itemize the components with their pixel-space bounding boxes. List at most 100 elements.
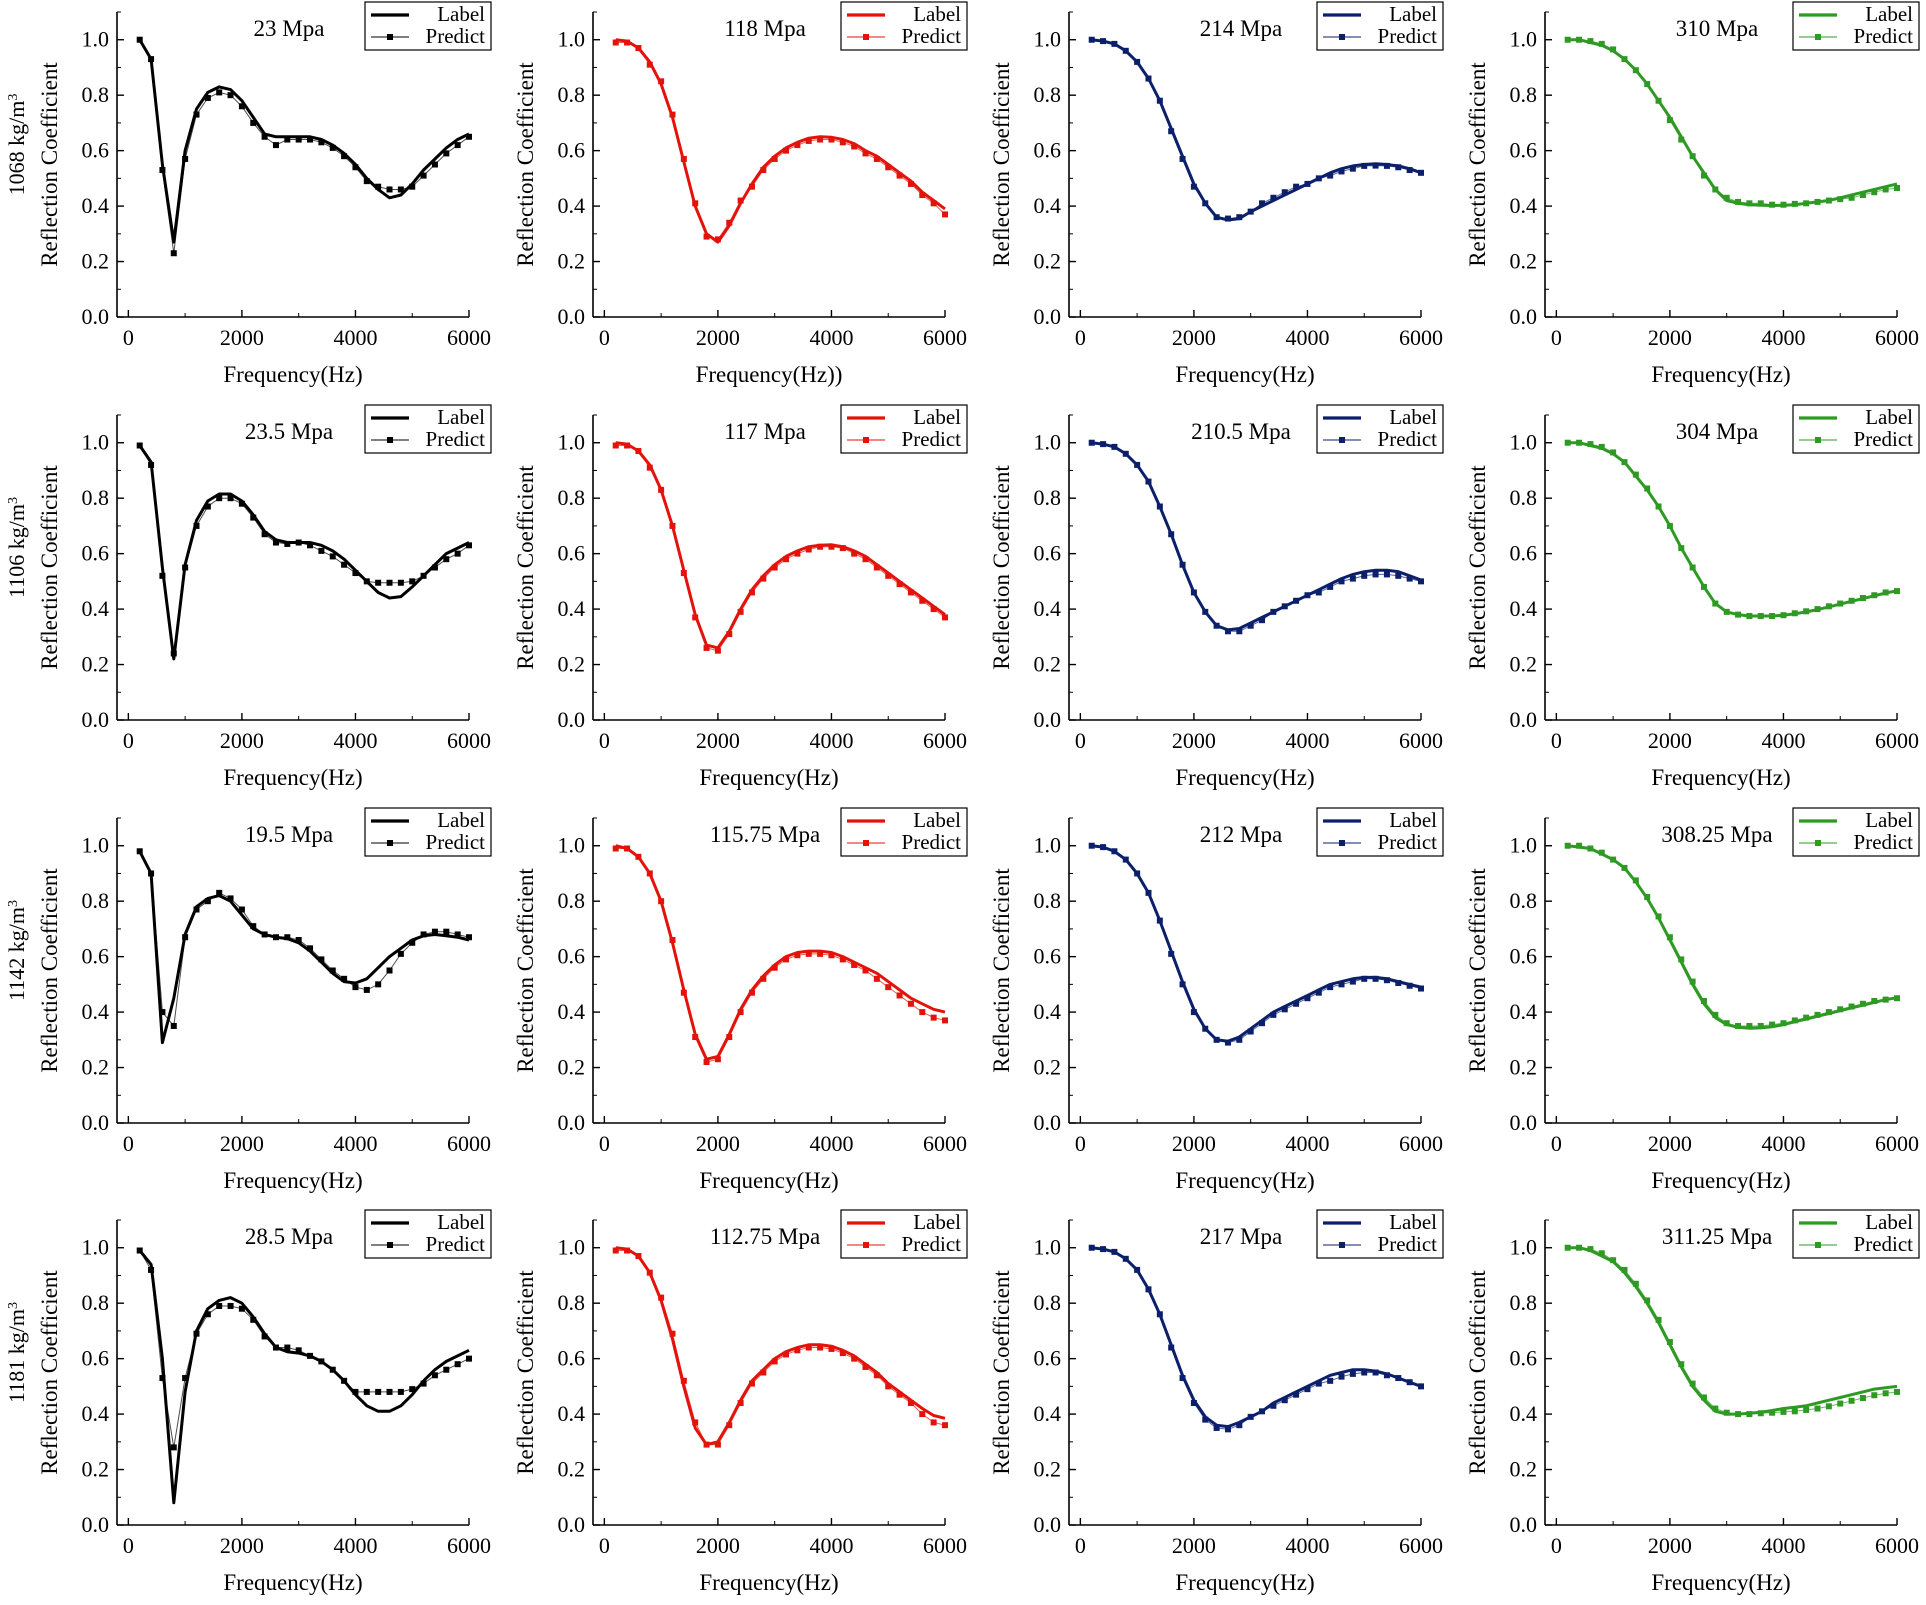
y-tick-label: 0.4 xyxy=(82,596,110,621)
legend-predict-text: Predict xyxy=(426,1232,486,1256)
predict-point xyxy=(454,1361,461,1368)
x-tick-label: 2000 xyxy=(1172,1533,1216,1558)
x-tick-label: 2000 xyxy=(1172,728,1216,753)
predict-point xyxy=(1247,622,1254,629)
x-axis-title: Frequency(Hz) xyxy=(223,1570,362,1595)
predict-point xyxy=(238,103,245,110)
y-axis-title: Reflection Coefficient xyxy=(513,1270,538,1475)
predict-point xyxy=(896,992,903,999)
predict-point xyxy=(817,1344,824,1351)
x-tick-label: 6000 xyxy=(447,1131,491,1156)
predict-point xyxy=(204,1311,211,1318)
y-tick-label: 0.6 xyxy=(82,1346,110,1371)
predict-point xyxy=(329,144,336,151)
predict-point xyxy=(443,150,450,157)
x-tick-label: 4000 xyxy=(333,1131,377,1156)
predict-point xyxy=(204,503,211,510)
x-tick-label: 0 xyxy=(1075,728,1086,753)
legend-box xyxy=(1792,404,1920,454)
legend-predict-marker xyxy=(1339,34,1345,40)
density-label: 1142 kg/m3 xyxy=(4,900,29,1001)
predict-point xyxy=(284,136,291,143)
predict-point xyxy=(885,164,892,171)
y-tick-label: 0.6 xyxy=(82,138,110,163)
predict-point xyxy=(216,889,223,896)
density-value: 1068 kg/m xyxy=(4,101,29,196)
y-tick-label: 0.4 xyxy=(558,1401,586,1426)
predict-point xyxy=(1259,617,1266,624)
predict-point xyxy=(612,442,619,449)
density-exponent: 3 xyxy=(6,1302,21,1309)
predict-point xyxy=(1769,1021,1776,1028)
legend-predict-marker xyxy=(387,34,393,40)
predict-point xyxy=(783,1351,790,1358)
predict-point xyxy=(862,150,869,157)
y-tick-label: 0.0 xyxy=(558,1110,586,1135)
y-tick-label: 0.2 xyxy=(1034,652,1062,677)
predict-point xyxy=(1327,172,1334,179)
legend-label-text: Label xyxy=(913,2,961,26)
x-tick-label: 0 xyxy=(123,325,134,350)
predict-point xyxy=(431,1372,438,1379)
x-tick-label: 4000 xyxy=(333,728,377,753)
predict-point xyxy=(1723,194,1730,201)
predict-point xyxy=(1349,978,1356,985)
predict-point xyxy=(318,139,325,146)
predict-point xyxy=(1281,1397,1288,1404)
y-tick-label: 0.6 xyxy=(1510,541,1538,566)
predict-point xyxy=(942,1017,948,1024)
predict-point xyxy=(409,578,416,585)
legend-label-text: Label xyxy=(913,808,961,832)
predict-point xyxy=(307,542,314,549)
legend-label-text: Label xyxy=(437,2,485,26)
legend-predict-marker xyxy=(387,437,393,443)
panel-title: 28.5 Mpa xyxy=(245,1224,333,1249)
label-line xyxy=(138,850,470,1045)
predict-point xyxy=(386,579,393,586)
x-tick-label: 0 xyxy=(1075,1131,1086,1156)
x-tick-label: 4000 xyxy=(809,1533,853,1558)
predict-point xyxy=(1270,1402,1277,1409)
x-tick-label: 2000 xyxy=(696,1131,740,1156)
predict-point xyxy=(1418,985,1424,992)
y-tick-label: 0.2 xyxy=(82,1457,110,1482)
predict-point xyxy=(1361,1369,1368,1376)
chart-panel-2-1: 0.0 0.2 0.4 0.6 0.8 1.0 0 2000 4000 6000 Frequency… xyxy=(37,404,492,790)
legend-box xyxy=(840,1209,968,1259)
predict-point xyxy=(216,89,223,96)
x-tick-label: 0 xyxy=(1551,325,1562,350)
y-tick-label: 1.0 xyxy=(1510,27,1538,52)
predict-point xyxy=(1632,1280,1639,1287)
predict-point xyxy=(227,495,234,502)
label-line xyxy=(1091,1246,1422,1429)
predict-point xyxy=(1780,1408,1787,1415)
predict-point xyxy=(307,136,314,143)
legend-box xyxy=(364,807,492,857)
predict-point xyxy=(1894,185,1900,192)
y-tick-label: 0.4 xyxy=(1510,1401,1538,1426)
predict-point xyxy=(1315,589,1322,596)
y-axis-title: Reflection Coefficient xyxy=(989,1270,1014,1475)
y-tick-label: 0.0 xyxy=(82,1110,110,1135)
density-value: 1106 kg/m xyxy=(4,504,29,598)
predict-point xyxy=(1372,162,1379,169)
y-tick-label: 0.0 xyxy=(1034,707,1062,732)
predict-point xyxy=(1418,578,1424,585)
predict-line xyxy=(1091,845,1422,1044)
predict-point xyxy=(828,136,835,143)
x-tick-label: 0 xyxy=(599,1131,610,1156)
predict-point xyxy=(272,539,279,546)
predict-point xyxy=(760,575,767,582)
predict-point xyxy=(760,167,767,174)
predict-point xyxy=(1259,1020,1266,1027)
predict-point xyxy=(839,139,846,146)
predict-point xyxy=(1383,571,1390,578)
predict-point xyxy=(839,956,846,963)
predict-point xyxy=(409,183,416,190)
legend-predict-text: Predict xyxy=(902,830,962,854)
predict-point xyxy=(1224,1426,1231,1433)
predict-point xyxy=(703,1059,710,1065)
y-tick-label: 0.6 xyxy=(558,541,586,566)
predict-point xyxy=(794,1347,801,1354)
y-tick-label: 0.6 xyxy=(558,944,586,969)
